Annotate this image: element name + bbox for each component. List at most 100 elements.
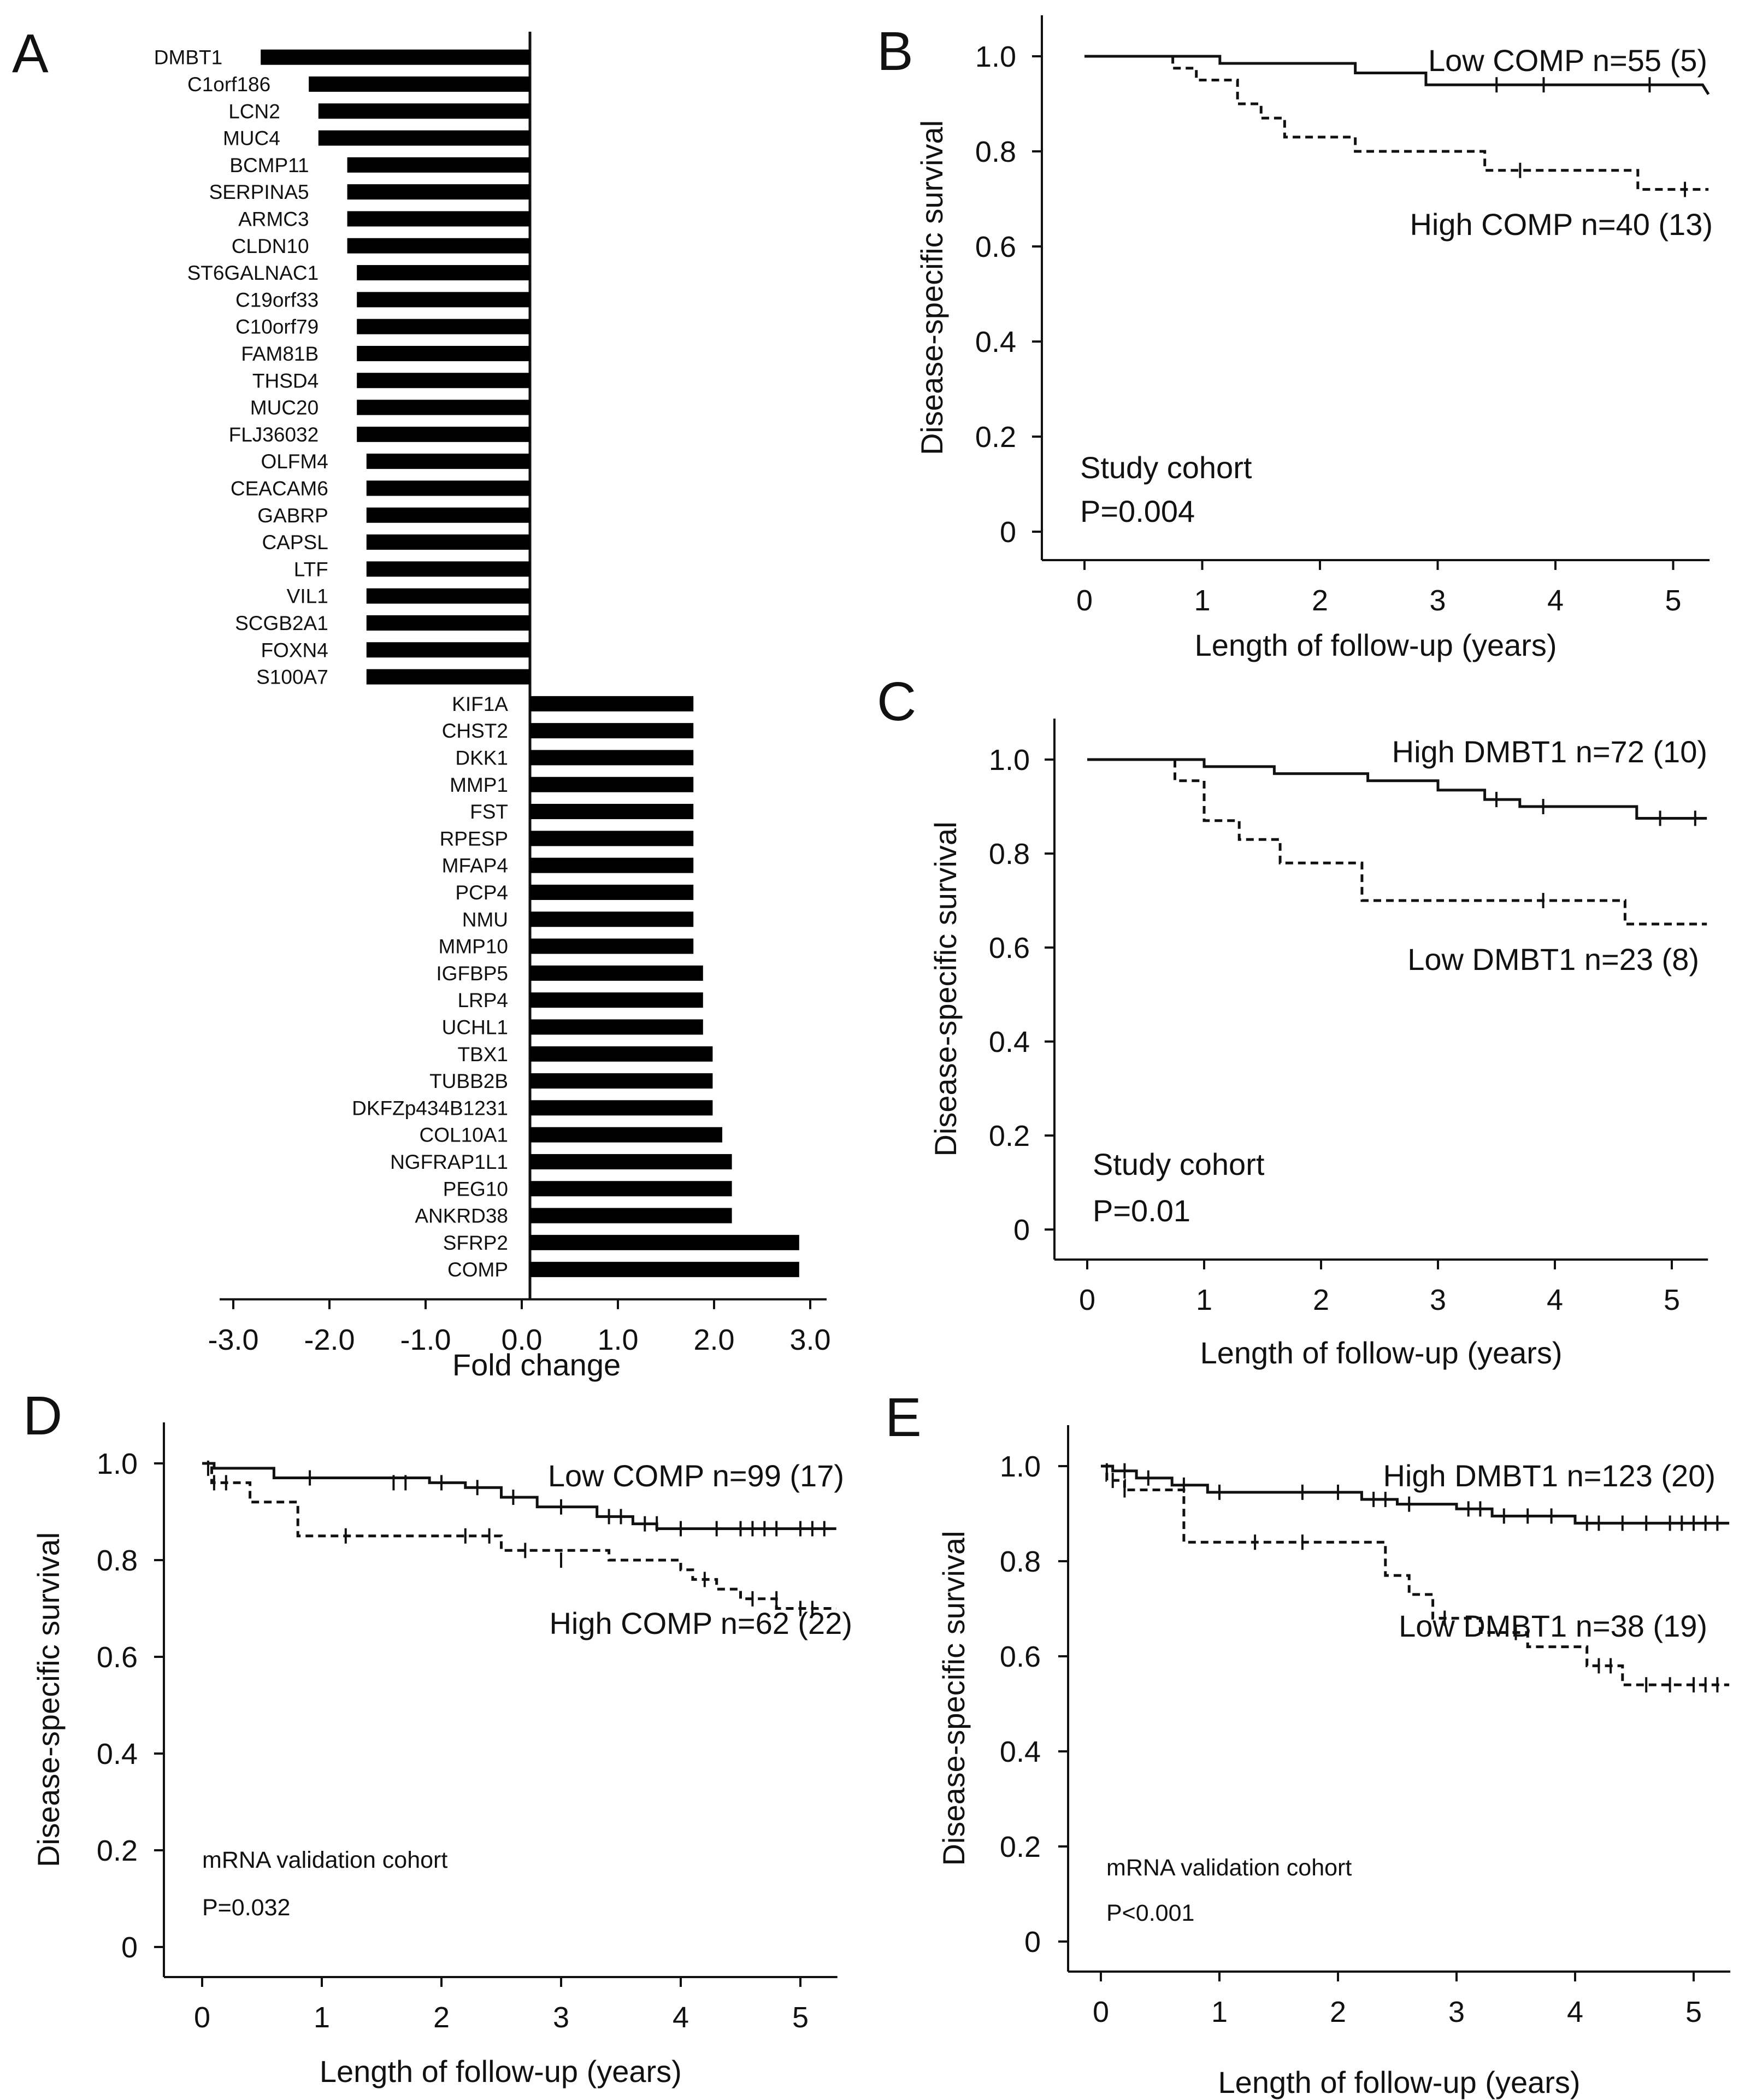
x-tick-label: 0 xyxy=(194,2001,210,2034)
panel-a-x-axis-title: Fold change xyxy=(452,1348,621,1382)
y-tick-label: 0.8 xyxy=(97,1544,138,1577)
gene-label: CHST2 xyxy=(442,720,508,742)
bar xyxy=(530,1127,722,1143)
bar xyxy=(530,965,703,981)
panel-letter-c: C xyxy=(877,671,916,732)
bar xyxy=(530,1234,799,1250)
panel-letter-d: D xyxy=(23,1385,62,1446)
x-tick-label: 1 xyxy=(314,2001,330,2034)
solid-survival-curve xyxy=(1087,758,1707,820)
x-tick-label: 1 xyxy=(1211,1996,1228,2028)
x-tick-label: 5 xyxy=(1685,1996,1702,2028)
bar xyxy=(530,777,694,792)
y-tick-label: 0 xyxy=(1000,516,1016,549)
bar xyxy=(530,992,703,1008)
y-tick-label: 0.4 xyxy=(1000,1736,1041,1768)
gene-label: COL10A1 xyxy=(420,1124,509,1146)
y-tick-label: 0.4 xyxy=(975,326,1016,358)
bar xyxy=(530,938,694,954)
x-tick-label: 4 xyxy=(1567,1996,1583,2028)
x-tick-label: 4 xyxy=(673,2001,689,2034)
series-legend-label: Low DMBT1 n=38 (19) xyxy=(1399,1609,1707,1643)
x-tick-label: 0 xyxy=(1076,584,1093,617)
survival-plot-d: 0 0.2 0.4 0.6 0.8 1.0 0 1 2 3 4 5 Length of follow-u… xyxy=(31,1422,852,2089)
x-tick-label: 2 xyxy=(1330,1996,1346,2028)
y-tick-label: 0.2 xyxy=(975,421,1016,454)
y-tick-label: 0.8 xyxy=(975,136,1016,168)
bar xyxy=(530,696,694,711)
y-tick-label: 0 xyxy=(1024,1926,1041,1958)
gene-label: NMU xyxy=(462,908,508,931)
bar xyxy=(357,426,530,442)
x-tick-label: 0 xyxy=(1093,1996,1109,2028)
x-tick-label: -3.0 xyxy=(208,1323,258,1356)
bar xyxy=(530,831,694,846)
y-tick-label: 0.4 xyxy=(989,1026,1030,1058)
bar xyxy=(357,292,530,308)
dashed-survival-curve xyxy=(1087,758,1707,926)
bar xyxy=(530,1046,713,1062)
solid-survival-curve xyxy=(1101,1464,1730,1525)
x-axis-title: Length of follow-up (years) xyxy=(1218,2065,1581,2099)
p-value-label: P=0.004 xyxy=(1080,494,1195,528)
gene-label: MUC20 xyxy=(250,397,319,419)
bar xyxy=(366,561,530,577)
gene-label: C1orf186 xyxy=(187,73,270,96)
gene-label: COMP xyxy=(447,1258,508,1281)
dashed-survival-curve xyxy=(202,1462,836,1610)
bar xyxy=(530,723,694,739)
cohort-label: mRNA validation cohort xyxy=(202,1847,447,1873)
gene-label: KIF1A xyxy=(452,693,508,715)
bar xyxy=(530,804,694,820)
bar xyxy=(347,211,530,227)
gene-label: ARMC3 xyxy=(238,208,309,230)
x-tick-label: 4 xyxy=(1547,1284,1563,1316)
x-tick-label: 1 xyxy=(1196,1284,1212,1316)
x-tick-label: 4 xyxy=(1547,584,1564,617)
y-tick-label: 0 xyxy=(121,1931,138,1964)
gene-label: TUBB2B xyxy=(429,1070,508,1092)
bar xyxy=(366,534,530,550)
y-tick-label: 1.0 xyxy=(97,1448,138,1480)
panel-letter-a: A xyxy=(12,23,49,84)
x-tick-label: 3 xyxy=(1448,1996,1465,2028)
x-tick-label: 2.0 xyxy=(693,1323,734,1356)
gene-label: RPESP xyxy=(440,827,508,850)
bar xyxy=(357,373,530,389)
survival-plot-b: 0 0.2 0.4 0.6 0.8 1.0 0 1 2 3 4 5 Length of follow-u… xyxy=(915,15,1713,662)
bar xyxy=(347,238,530,254)
bar xyxy=(366,507,530,523)
bar xyxy=(366,615,530,631)
gene-label: NGFRAP1L1 xyxy=(390,1151,508,1173)
gene-label: CEACAM6 xyxy=(231,477,328,499)
panel-a-gene-labels: DMBT1 C1orf186 LCN2 MUC4 BCMP11 SERPINA5 ARMC3… xyxy=(154,46,509,1281)
y-axis-title: Disease-specific survival xyxy=(915,120,949,455)
series-legend-label: Low COMP n=55 (5) xyxy=(1428,43,1707,78)
y-tick-label: 0 xyxy=(1013,1214,1030,1246)
y-tick-label: 0.6 xyxy=(975,231,1016,263)
gene-label: SFRP2 xyxy=(443,1232,508,1254)
x-tick-label: 5 xyxy=(1665,584,1681,617)
bar xyxy=(530,1181,732,1197)
gene-label: TBX1 xyxy=(457,1043,508,1066)
dashed-survival-curve xyxy=(1084,55,1709,191)
gene-label: MMP1 xyxy=(450,774,508,796)
series-legend-label: High COMP n=40 (13) xyxy=(1410,207,1713,242)
y-tick-label: 1.0 xyxy=(1000,1450,1041,1483)
gene-label: PEG10 xyxy=(443,1178,508,1200)
y-axis-title: Disease-specific survival xyxy=(31,1532,66,1867)
bar xyxy=(318,103,530,119)
gene-label: UCHL1 xyxy=(442,1016,508,1038)
bar xyxy=(366,669,530,685)
fold-change-bar-chart: DMBT1 C1orf186 LCN2 MUC4 BCMP11 SERPINA5 ARMC3… xyxy=(154,32,831,1382)
bar xyxy=(530,1208,732,1223)
bar xyxy=(366,454,530,469)
series-legend-label: High COMP n=62 (22) xyxy=(549,1606,852,1640)
solid-survival-curve xyxy=(1084,55,1710,95)
bar xyxy=(318,130,530,146)
bar xyxy=(530,911,694,927)
bar xyxy=(530,1154,732,1169)
series-legend-label: Low DMBT1 n=23 (8) xyxy=(1407,942,1699,977)
gene-label: FAM81B xyxy=(241,343,319,365)
